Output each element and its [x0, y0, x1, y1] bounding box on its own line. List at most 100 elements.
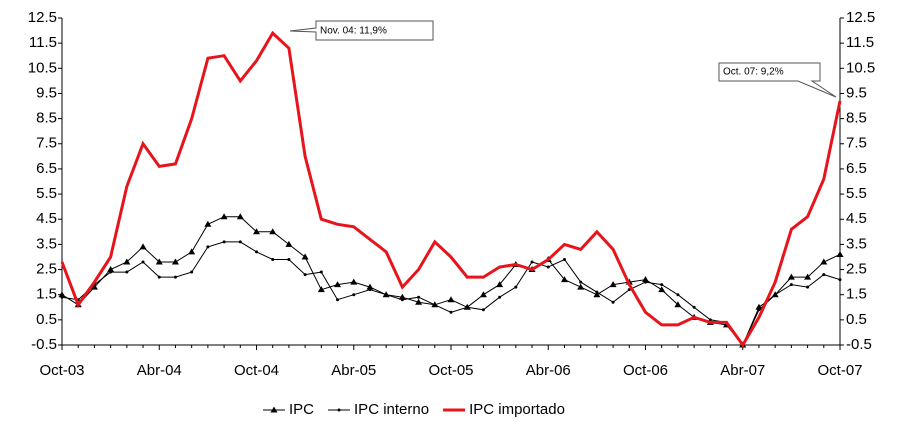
y-tick-label: 11.5	[29, 34, 57, 51]
annotation-1	[289, 20, 434, 41]
y-tick-label: 9.5	[36, 84, 57, 101]
marker	[498, 295, 502, 299]
y2-tick-label: 5.5	[846, 185, 867, 202]
y2-tick-label: 7.5	[846, 135, 867, 152]
marker	[530, 260, 534, 264]
marker	[190, 270, 194, 274]
marker	[368, 288, 372, 292]
line	[60, 30, 842, 348]
y2-tick-label: 4.5	[846, 210, 867, 227]
y-tick-label: 2.5	[36, 261, 57, 278]
legend-label: IPC interno	[354, 401, 429, 418]
marker	[838, 278, 842, 282]
marker	[319, 270, 323, 274]
y-tick-label: -0.5	[31, 336, 57, 353]
marker	[58, 291, 66, 298]
marker	[789, 283, 793, 287]
series	[58, 213, 844, 348]
marker	[496, 281, 504, 288]
annotation-2	[718, 62, 837, 98]
marker	[787, 273, 795, 280]
y2-tick-label: 9.5	[846, 84, 867, 101]
marker	[60, 295, 64, 299]
marker	[303, 273, 307, 277]
y2-tick-label: 1.5	[846, 286, 867, 303]
marker	[676, 293, 680, 297]
legend: IPC IPC interno IPC importado	[263, 401, 565, 418]
marker	[285, 240, 293, 247]
y2-tick-label: 12.5	[846, 9, 875, 26]
marker	[674, 301, 682, 308]
marker	[415, 298, 423, 305]
marker	[352, 293, 356, 297]
marker	[562, 257, 566, 261]
marker	[287, 257, 291, 261]
marker	[269, 228, 277, 235]
marker	[123, 258, 131, 265]
marker	[317, 286, 325, 293]
y-tick-label: 1.5	[36, 286, 57, 303]
marker	[155, 258, 163, 265]
marker	[141, 260, 145, 264]
marker	[804, 273, 812, 280]
marker	[188, 248, 196, 255]
marker	[433, 303, 437, 307]
marker	[125, 270, 129, 274]
marker	[109, 270, 113, 274]
annotation-text: Nov. 04: 11,9%	[320, 26, 387, 37]
y2-tick-label: 8.5	[846, 110, 867, 127]
marker	[593, 291, 601, 298]
marker	[658, 286, 666, 293]
x-tick-label: Abr-06	[526, 362, 571, 379]
marker	[611, 300, 615, 304]
marker	[481, 308, 485, 312]
marker	[836, 250, 844, 257]
marker	[642, 276, 649, 283]
marker	[350, 278, 358, 285]
marker	[820, 258, 828, 265]
x-tick-label: Oct-07	[817, 362, 862, 379]
line	[61, 216, 841, 346]
y-tick-label: 10.5	[28, 59, 57, 76]
marker	[157, 275, 161, 279]
marker	[173, 275, 177, 279]
marker	[609, 281, 617, 288]
marker	[708, 318, 712, 322]
marker	[400, 298, 404, 302]
marker	[398, 293, 406, 300]
marker	[465, 305, 469, 309]
marker	[579, 280, 583, 284]
marker	[366, 283, 374, 290]
y2-tick-label: 11.5	[846, 34, 874, 51]
marker	[204, 220, 212, 227]
marker	[757, 308, 761, 312]
y-tick-label: 6.5	[36, 160, 57, 177]
marker	[417, 295, 421, 299]
x-tick-label: Abr-05	[331, 362, 376, 379]
y2-tick-label: 6.5	[846, 160, 867, 177]
marker	[253, 228, 260, 235]
marker	[171, 258, 179, 265]
marker	[206, 245, 210, 249]
y2-tick-label: 3.5	[846, 235, 867, 252]
x-tick-label: Abr-07	[720, 362, 765, 379]
legend-label: IPC importado	[469, 401, 565, 418]
marker	[139, 243, 147, 250]
x-tick-label: Oct-04	[234, 362, 279, 379]
marker	[222, 240, 226, 244]
marker	[479, 291, 487, 298]
annotation-text: Oct. 07: 9,2%	[723, 67, 784, 78]
y2-tick-label: 0.5	[846, 311, 867, 328]
marker	[255, 250, 258, 254]
legend-marker	[270, 406, 278, 413]
series	[60, 240, 842, 347]
x-tick-label: Oct-03	[39, 362, 84, 379]
marker	[220, 213, 228, 220]
y-tick-label: 0.5	[36, 311, 57, 328]
x-tick-label: Oct-05	[428, 362, 473, 379]
marker	[514, 285, 518, 289]
callout-box	[718, 62, 837, 98]
marker	[546, 265, 550, 269]
y2-tick-label: 2.5	[846, 261, 867, 278]
